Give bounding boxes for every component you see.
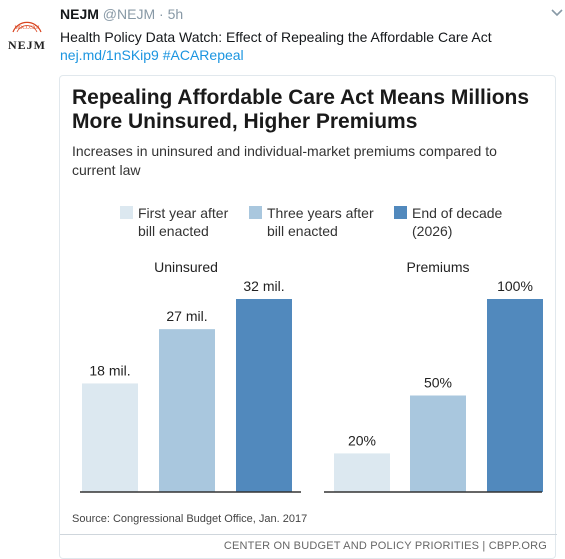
legend-label: bill enacted (267, 223, 338, 239)
chart-footer: CENTER ON BUDGET AND POLICY PRIORITIES |… (223, 540, 547, 552)
avatar-logo-text: NEJM (8, 38, 46, 52)
data-label: 27 mil. (166, 308, 207, 324)
tweet-text: Health Policy Data Watch: Effect of Repe… (60, 29, 492, 45)
chart-title: Repealing Affordable Care Act Means Mill… (72, 86, 552, 134)
legend-label: bill enacted (138, 223, 209, 239)
tweet-header: NEJM @NEJM · 5h (60, 6, 183, 24)
legend-label: Three years after (267, 205, 374, 221)
legend-swatch (249, 206, 262, 219)
data-label: 20% (348, 432, 376, 448)
tweet-image-card[interactable]: Repealing Affordable Care Act Means Mill… (59, 75, 557, 559)
display-name[interactable]: NEJM (60, 6, 99, 22)
legend-swatch (120, 206, 133, 219)
avatar[interactable]: MDCCCXII NEJM (2, 2, 52, 58)
tweet-hashtag[interactable]: #ACARepeal (162, 47, 244, 63)
seal-logo-icon: MDCCCXII (12, 21, 42, 33)
bar-charts: Uninsured 18 mil. 27 mil. 32 mil. Premiums 20… (80, 259, 543, 493)
data-label: 100% (497, 278, 533, 294)
tweet-links: nej.md/1nSKip9 #ACARepeal (60, 46, 244, 64)
data-label: 18 mil. (89, 362, 130, 378)
user-handle[interactable]: @NEJM (102, 6, 156, 22)
chevron-down-icon[interactable] (550, 6, 564, 20)
timestamp[interactable]: 5h (167, 6, 184, 22)
chart-title-line1: Repealing Affordable Care Act Means Mill… (72, 86, 530, 109)
seal-text: MDCCCXII (14, 26, 39, 31)
tweet-link[interactable]: nej.md/1nSKip9 (60, 47, 159, 63)
legend-label: End of decade (412, 205, 503, 221)
legend-label: (2026) (412, 223, 453, 239)
bar (236, 299, 292, 492)
chart-source: Source: Congressional Budget Office, Jan… (72, 513, 308, 525)
panel-title: Uninsured (154, 259, 218, 275)
bar (334, 453, 390, 492)
legend-swatch (394, 206, 407, 219)
data-label: 50% (424, 375, 452, 391)
chart-title-line2: More Uninsured, Higher Premiums (72, 110, 418, 133)
footer-divider (60, 534, 557, 535)
bar (159, 329, 215, 492)
bar (410, 395, 466, 492)
bar (82, 383, 138, 492)
separator: · (159, 6, 164, 22)
bar (487, 299, 543, 492)
chart-subtitle: Increases in uninsured and individual-ma… (72, 143, 497, 178)
legend-label: First year after (138, 205, 229, 221)
data-label: 32 mil. (243, 278, 284, 294)
panel-title: Premiums (406, 259, 469, 275)
